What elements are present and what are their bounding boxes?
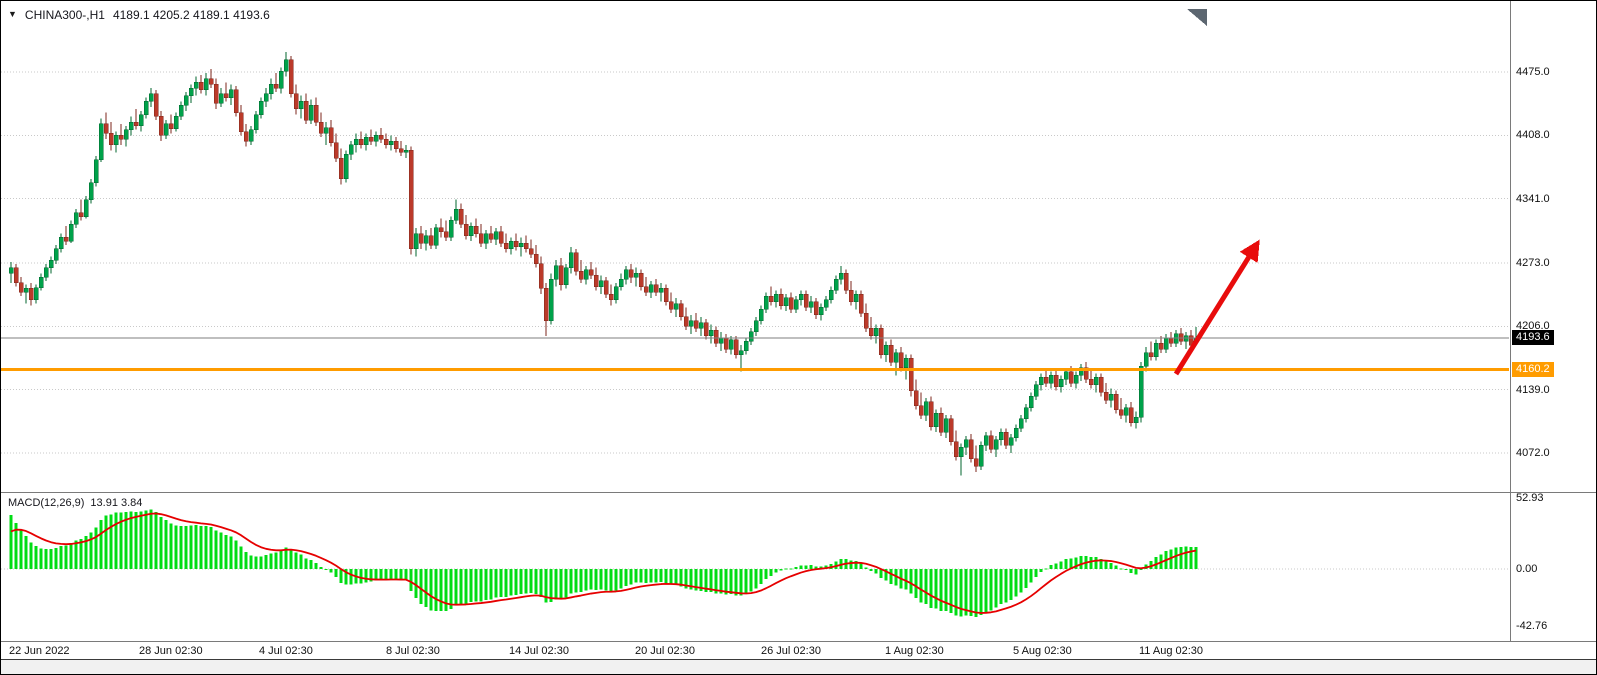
chart-title: ▼ CHINA300-,H1 4189.1 4205.2 4189.1 4193… bbox=[8, 8, 270, 22]
time-tick-label: 11 Aug 02:30 bbox=[1139, 645, 1204, 657]
macd-values: 13.91 3.84 bbox=[90, 497, 143, 509]
macd-histogram bbox=[9, 509, 1198, 618]
bottom-scrollbar[interactable] bbox=[1, 660, 1596, 674]
price-tick-label: 4475.0 bbox=[1516, 66, 1550, 78]
panel-borders bbox=[1, 1, 1596, 660]
time-tick-label: 20 Jul 02:30 bbox=[635, 645, 695, 657]
price-axis[interactable]: 4193.6 4160.2 4475.0 4408.0 4341.0 4273.0 42… bbox=[1512, 1, 1596, 659]
bid-price-badge: 4193.6 bbox=[1512, 330, 1554, 346]
macd-tick-label: -42.76 bbox=[1516, 620, 1548, 633]
macd-name: MACD(12,26,9) bbox=[8, 497, 85, 509]
trend-arrow[interactable] bbox=[1173, 239, 1260, 376]
collapse-triangle-icon[interactable]: ▼ bbox=[8, 9, 17, 19]
price-tick-label: 4273.0 bbox=[1516, 256, 1550, 269]
time-tick-label: 4 Jul 02:30 bbox=[259, 645, 313, 657]
time-tick-label: 8 Jul 02:30 bbox=[386, 645, 440, 657]
ohlc-values: 4189.1 4205.2 4189.1 4193.6 bbox=[112, 8, 270, 22]
time-tick-label: 26 Jul 02:30 bbox=[761, 645, 821, 657]
time-tick-label: 14 Jul 02:30 bbox=[509, 645, 569, 657]
time-tick-label: 28 Jun 02:30 bbox=[139, 645, 203, 657]
price-tick-label: 4408.0 bbox=[1516, 129, 1550, 142]
price-tick-label: 4139.0 bbox=[1516, 383, 1550, 396]
macd-tick-label: 52.93 bbox=[1516, 492, 1544, 504]
price-tick-label: 4341.0 bbox=[1516, 192, 1550, 205]
chart-shift-marker-icon[interactable] bbox=[1187, 9, 1207, 26]
time-tick-label: 1 Aug 02:30 bbox=[885, 645, 944, 657]
time-tick-label: 5 Aug 02:30 bbox=[1013, 645, 1072, 657]
macd-signal-line bbox=[10, 512, 1197, 614]
candles bbox=[8, 52, 1199, 476]
price-tick-label: 4072.0 bbox=[1516, 447, 1550, 459]
macd-tick-label: 0.00 bbox=[1516, 563, 1538, 575]
symbol-period-label: CHINA300-,H1 bbox=[24, 8, 105, 22]
price-tick-label: 4206.0 bbox=[1516, 320, 1550, 333]
time-tick-label: 22 Jun 2022 bbox=[9, 645, 70, 657]
time-axis[interactable]: 22 Jun 2022 28 Jun 02:30 4 Jul 02:30 8 Jul … bbox=[1, 643, 1596, 659]
hline-price-badge: 4160.2 bbox=[1512, 361, 1554, 377]
indicator-label: MACD(12,26,9) 13.91 3.84 bbox=[8, 497, 148, 509]
